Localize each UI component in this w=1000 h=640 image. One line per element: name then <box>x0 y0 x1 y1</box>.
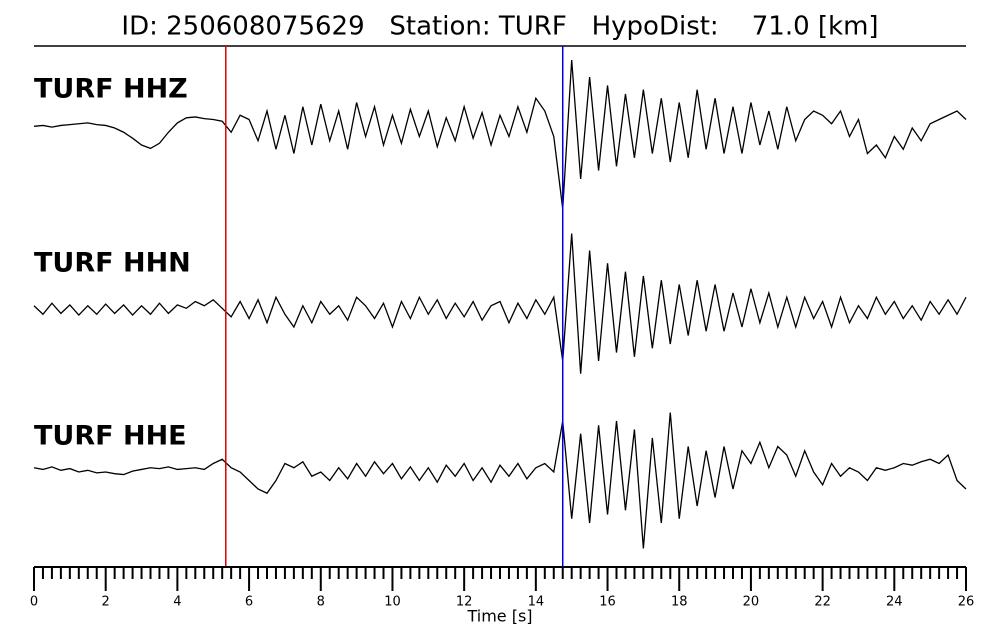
x-tick-label: 18 <box>671 595 688 610</box>
x-tick-label: 24 <box>886 595 903 610</box>
trace-label: TURF HHE <box>34 421 187 452</box>
x-tick-label: 14 <box>528 595 545 610</box>
trace-label: TURF HHZ <box>34 74 188 105</box>
waveform <box>33 412 967 549</box>
waveform <box>33 59 967 209</box>
chart-title: ID: 250608075629 Station: TURF HypoDist:… <box>121 12 878 42</box>
x-tick-label: 2 <box>102 595 110 610</box>
x-tick-label: 20 <box>743 595 760 610</box>
x-tick-label: 0 <box>30 595 38 610</box>
x-tick-label: 10 <box>384 595 401 610</box>
waveform <box>33 233 967 374</box>
x-tick-label: 16 <box>599 595 616 610</box>
x-tick-label: 22 <box>814 595 831 610</box>
x-tick-label: 26 <box>958 595 975 610</box>
x-tick-label: 8 <box>317 595 325 610</box>
x-axis-label: Time [s] <box>466 607 532 626</box>
x-tick-label: 6 <box>245 595 253 610</box>
x-tick-label: 12 <box>456 595 473 610</box>
trace-label: TURF HHN <box>34 248 191 279</box>
x-tick-label: 4 <box>173 595 181 610</box>
